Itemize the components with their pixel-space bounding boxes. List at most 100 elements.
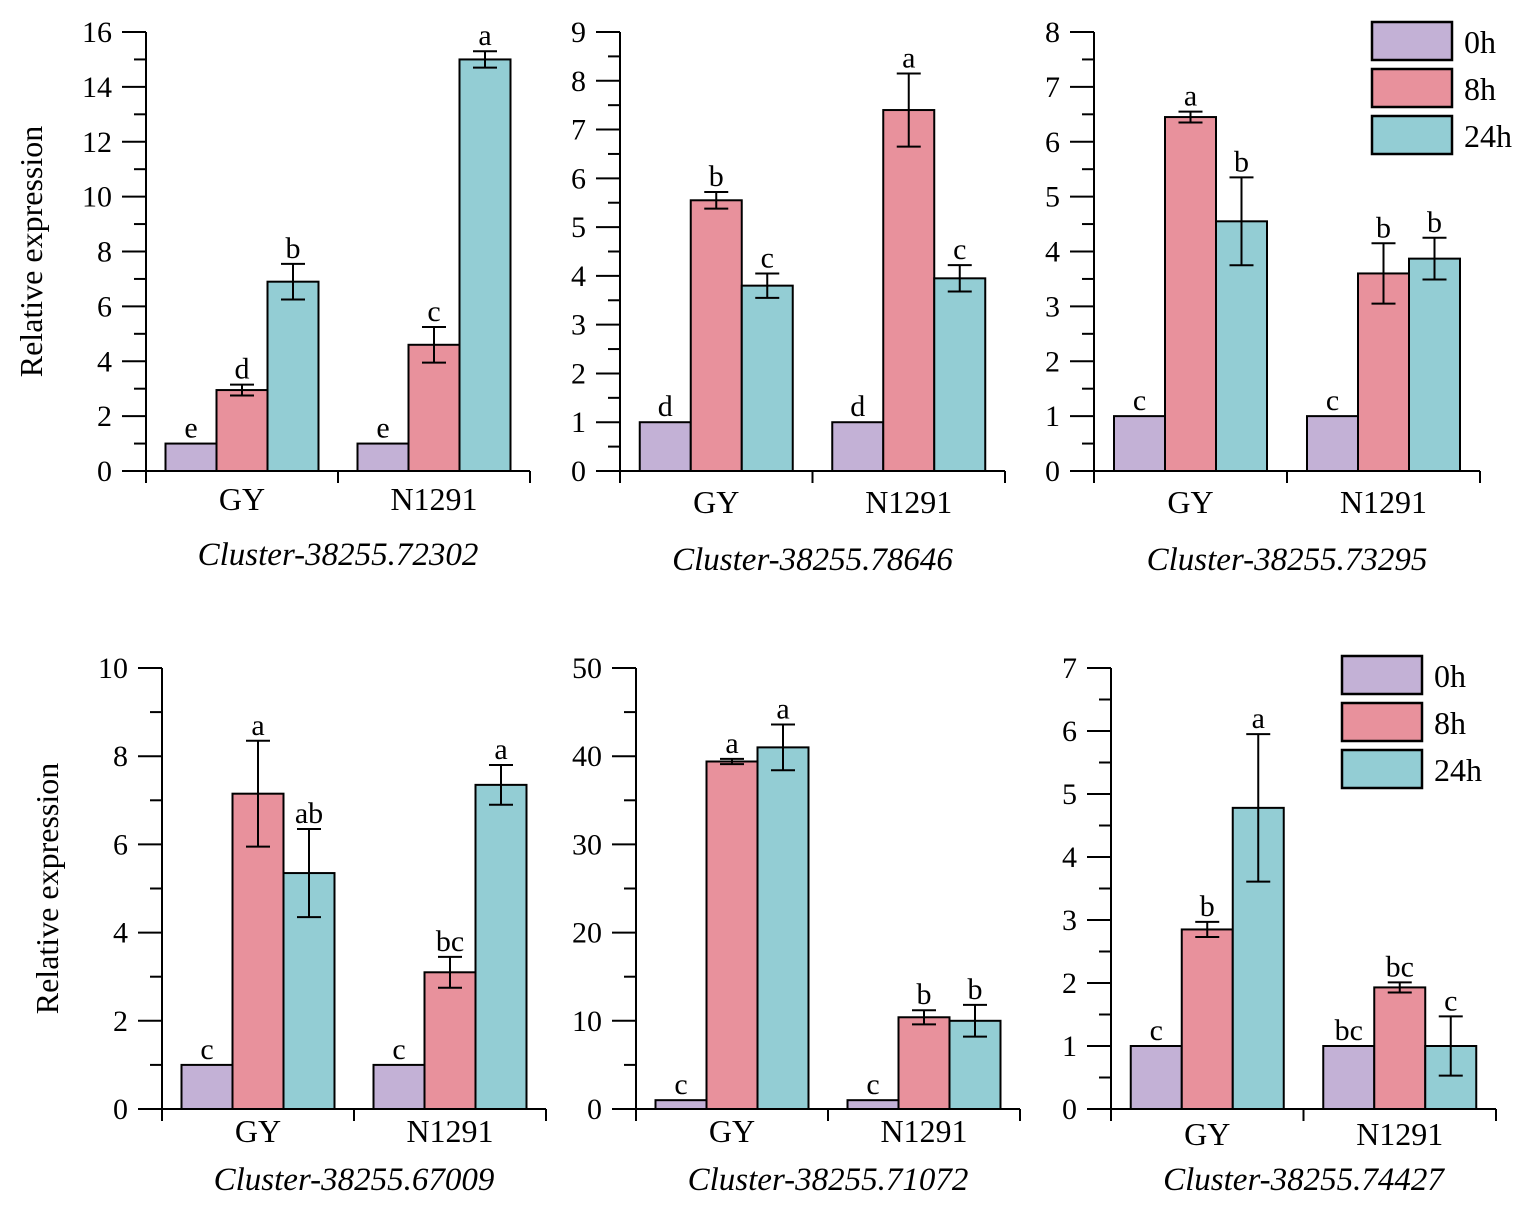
legend-swatch-8h <box>1340 701 1424 743</box>
bar-8h-N1291 <box>882 109 936 473</box>
y-tick-label: 2 <box>571 357 586 390</box>
significance-letter: d <box>235 353 250 386</box>
legend-label: 0h <box>1434 658 1466 694</box>
chart-panel-3: 0 1 2 3 4 5 6 7 8 GY c a b N1291 c b b Cluster-38255.7329… <box>1045 16 1512 578</box>
bar-8h-GY <box>705 760 759 1110</box>
y-tick-label: 10 <box>572 1005 602 1038</box>
x-tick-label: GY <box>1184 1116 1230 1152</box>
chart-title: Cluster-38255.74427 <box>1163 1162 1445 1198</box>
y-tick-label: 8 <box>571 65 586 98</box>
bar-8h-GY <box>1180 928 1234 1111</box>
chart-title: Cluster-38255.67009 <box>214 1162 495 1198</box>
y-tick-label: 3 <box>571 309 586 342</box>
y-tick-label: 4 <box>1045 236 1060 269</box>
y-tick-label: 6 <box>571 162 586 195</box>
y-tick-label: 5 <box>571 211 586 244</box>
significance-letter: a <box>251 709 264 742</box>
y-tick-label: 50 <box>572 652 602 685</box>
significance-letter: b <box>1376 211 1391 244</box>
y-axis-label: Relative expression <box>29 763 65 1014</box>
significance-letter: b <box>709 160 724 193</box>
chart-panel-6: 01234567GYcbaN1291bcbccCluster-38255.744… <box>1062 652 1497 1198</box>
significance-letter: c <box>953 233 966 266</box>
legend-swatch-24h <box>1370 114 1454 156</box>
chart-title: Cluster-38255.78646 <box>672 542 953 578</box>
y-tick-label: 7 <box>1062 652 1077 685</box>
x-tick-label: GY <box>709 1113 755 1149</box>
significance-letter: ab <box>295 797 323 830</box>
significance-letter: b <box>968 973 983 1006</box>
significance-letter: c <box>866 1068 879 1101</box>
significance-letter: e <box>376 412 389 445</box>
legend-label: 24h <box>1434 752 1482 788</box>
bar-8h-N1291 <box>1357 272 1410 473</box>
y-tick-label: 4 <box>1062 841 1077 874</box>
significance-letter: c <box>200 1033 213 1066</box>
y-tick-label: 5 <box>1062 778 1077 811</box>
bar-0h-N1291 <box>846 1099 900 1111</box>
significance-letter: a <box>1252 702 1265 735</box>
y-tick-label: 10 <box>98 652 128 685</box>
y-axis-label: Relative expression <box>13 126 49 377</box>
significance-letter: a <box>725 727 738 760</box>
legend-swatch-0h <box>1370 20 1454 62</box>
y-tick-label: 16 <box>82 16 112 49</box>
y-tick-label: 1 <box>1062 1030 1077 1063</box>
y-tick-label: 30 <box>572 828 602 861</box>
y-tick-label: 0 <box>1045 455 1060 488</box>
significance-letter: d <box>658 390 673 423</box>
y-tick-label: 7 <box>1045 71 1060 104</box>
legend-swatch-0h <box>1340 654 1424 696</box>
y-tick-label: 4 <box>571 260 586 293</box>
y-tick-label: 3 <box>1062 904 1077 937</box>
x-tick-label: GY <box>1167 484 1213 520</box>
y-tick-label: 40 <box>572 740 602 773</box>
bar-0h-GY <box>164 442 218 472</box>
bar-24h-GY <box>756 746 810 1110</box>
y-tick-label: 3 <box>1045 290 1060 323</box>
legend-swatch-8h <box>1370 67 1454 109</box>
y-tick-label: 5 <box>1045 181 1060 214</box>
bar-24h-N1291 <box>1408 257 1461 473</box>
significance-letter: c <box>1326 384 1339 417</box>
x-tick-label: GY <box>235 1113 281 1149</box>
bar-8h-N1291 <box>897 1016 951 1110</box>
y-tick-label: 1 <box>1045 400 1060 433</box>
chart-panel-4: 0 2 4 6 8 10 GY c a ab N1291 c bc a Cluster-38255.6700… <box>29 652 547 1198</box>
y-tick-label: 9 <box>571 16 586 49</box>
bar-8h-GY <box>1164 116 1217 473</box>
bar-0h-N1291 <box>831 421 885 473</box>
y-tick-label: 2 <box>1062 967 1077 1000</box>
y-tick-label: 10 <box>82 181 112 214</box>
x-tick-label: N1291 <box>865 484 952 520</box>
y-tick-label: 2 <box>97 400 112 433</box>
significance-letter: c <box>674 1068 687 1101</box>
y-tick-label: 0 <box>587 1093 602 1126</box>
bar-0h-GY <box>1113 415 1166 472</box>
y-tick-label: 0 <box>571 455 586 488</box>
bar-0h-GY <box>1129 1045 1183 1110</box>
legend-label: 24h <box>1464 118 1512 154</box>
bar-0h-N1291 <box>356 442 410 472</box>
significance-letter: a <box>494 733 507 766</box>
significance-letter: c <box>1444 984 1457 1017</box>
significance-letter: b <box>1427 206 1442 239</box>
significance-letter: a <box>1184 80 1197 113</box>
bar-8h-GY <box>689 199 743 473</box>
chart-title: Cluster-38255.72302 <box>198 537 479 573</box>
y-tick-label: 7 <box>571 114 586 147</box>
legend-label: 8h <box>1464 71 1496 107</box>
bar-0h-GY <box>180 1063 234 1111</box>
y-tick-label: 6 <box>97 290 112 323</box>
bar-24h-N1291 <box>933 277 987 473</box>
legend-label: 8h <box>1434 705 1466 741</box>
y-tick-label: 0 <box>1062 1093 1077 1126</box>
legend-label: 0h <box>1464 24 1496 60</box>
bar-24h-N1291 <box>458 58 512 472</box>
significance-letter: b <box>917 978 932 1011</box>
bar-8h-GY <box>215 389 269 473</box>
bar-8h-N1291 <box>407 343 461 473</box>
y-tick-label: 6 <box>113 828 128 861</box>
bar-0h-GY <box>638 421 692 473</box>
x-tick-label: N1291 <box>1340 484 1427 520</box>
